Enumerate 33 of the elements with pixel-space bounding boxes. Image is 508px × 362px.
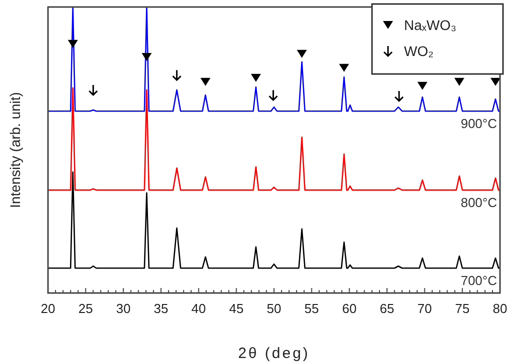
point xyxy=(339,64,350,72)
x-tick-label: 40 xyxy=(191,301,206,316)
series-label: 700°C xyxy=(460,273,497,288)
x-tick-label: 80 xyxy=(492,301,508,316)
x-tick-label: 55 xyxy=(304,301,319,316)
point xyxy=(490,78,500,86)
x-tick-label: 65 xyxy=(380,301,394,316)
series-label: 800°C xyxy=(460,195,497,210)
x-tick-label: 45 xyxy=(229,301,244,316)
point xyxy=(454,78,464,86)
x-tick-label: 50 xyxy=(266,301,282,316)
point xyxy=(296,50,307,58)
point xyxy=(268,89,278,101)
point xyxy=(417,82,428,90)
legend-label: NaₓWO₃ xyxy=(404,17,456,33)
x-tick-label: 75 xyxy=(455,301,470,316)
x-tick-label: 30 xyxy=(116,301,131,316)
x-tick-label: 20 xyxy=(40,301,56,316)
point xyxy=(394,90,404,102)
series-label: 900°C xyxy=(460,116,497,132)
x-tick-label: 35 xyxy=(154,301,168,316)
x-tick-label: 70 xyxy=(417,301,432,316)
point xyxy=(200,78,210,86)
legend-label: WO₂ xyxy=(404,43,434,59)
point xyxy=(68,40,78,48)
x-tick-label: 25 xyxy=(78,301,93,316)
x-tick-label: 60 xyxy=(342,301,357,316)
y-axis-title: Intensity (arb. unit) xyxy=(7,92,23,208)
point xyxy=(250,74,261,82)
point xyxy=(172,69,182,81)
x-axis-title: 2θ (deg) xyxy=(238,345,310,362)
point xyxy=(88,84,98,96)
point xyxy=(142,53,152,62)
